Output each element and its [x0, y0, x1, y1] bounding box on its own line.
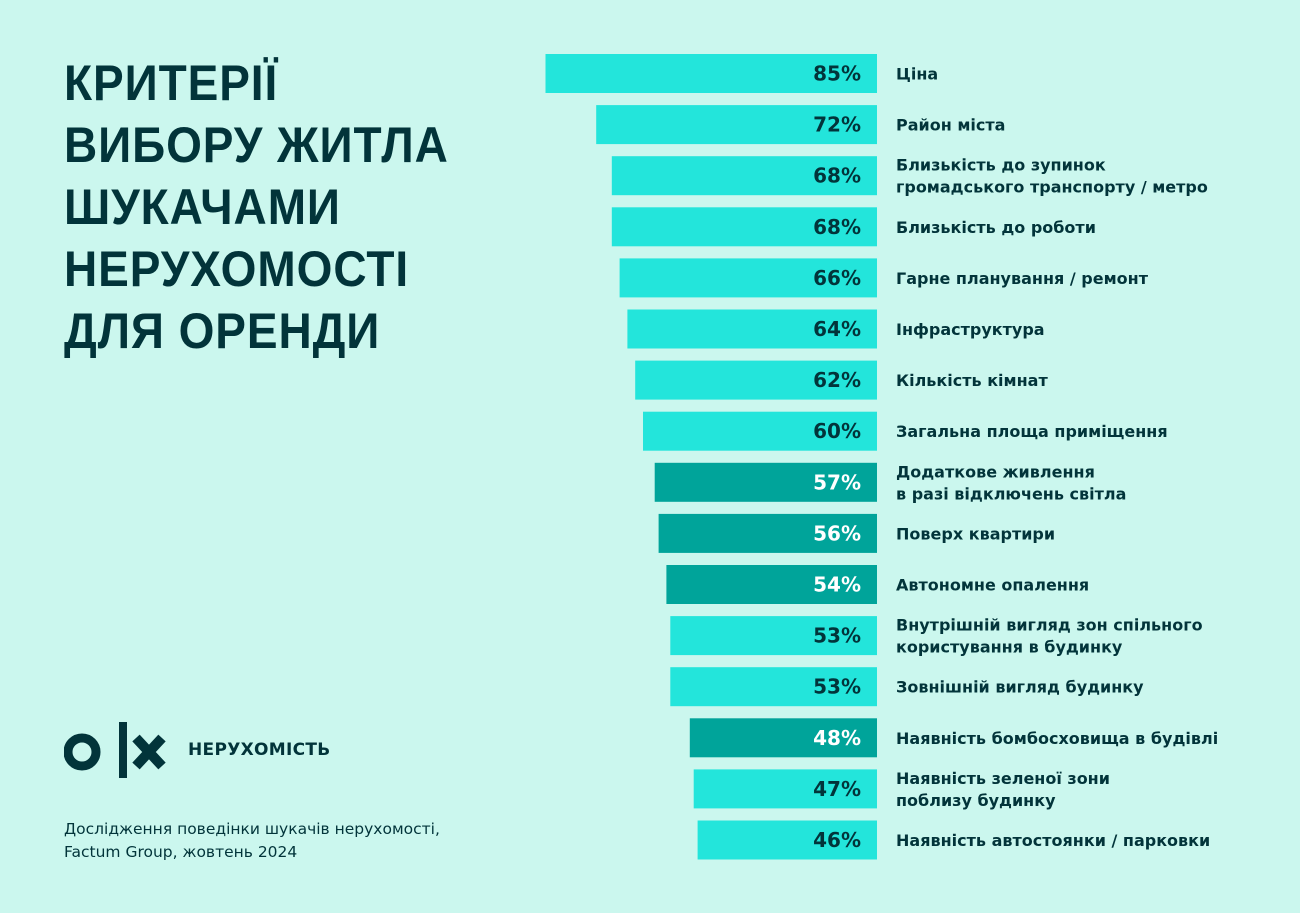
title-line: ВИБОРУ ЖИТЛА [64, 117, 449, 173]
data-label: 64% [813, 317, 861, 341]
bar [619, 258, 877, 298]
title-line: КРИТЕРІЇ [64, 55, 279, 111]
bar [689, 718, 877, 758]
data-label: 68% [813, 164, 861, 188]
category-label: Додаткове живлення [896, 462, 1095, 481]
data-label: 68% [813, 215, 861, 239]
bar [697, 820, 877, 860]
bar [666, 565, 877, 604]
data-label: 62% [813, 368, 861, 392]
category-label: громадського транспорту / метро [896, 178, 1208, 197]
data-label: 85% [813, 62, 861, 86]
category-label: Поверх квартири [896, 524, 1055, 543]
title-line: ДЛЯ ОРЕНДИ [64, 303, 381, 359]
bar [658, 513, 877, 553]
olx-logo: НЕРУХОМІСТЬ [64, 720, 331, 780]
data-label: 46% [813, 828, 861, 852]
category-label: Загальна площа приміщення [896, 422, 1168, 441]
data-label: 56% [813, 521, 861, 545]
bar [627, 309, 877, 349]
title-line: НЕРУХОМОСТІ [64, 241, 410, 297]
category-label: Кількість кімнат [896, 371, 1048, 390]
data-label: 47% [813, 777, 861, 801]
data-label: 48% [813, 726, 861, 750]
category-label: в разі відключень світла [896, 484, 1126, 503]
category-label: Зовнішній вигляд будинку [896, 678, 1144, 697]
bar [693, 769, 877, 809]
category-label: Внутрішній вигляд зон спільного [896, 616, 1203, 635]
bar [643, 411, 877, 451]
data-label: 66% [813, 266, 861, 290]
bar [611, 207, 877, 247]
data-label: 57% [813, 470, 861, 494]
bar [596, 105, 877, 145]
category-label: поблизу будинку [896, 791, 1056, 810]
page-title: КРИТЕРІЇ ВИБОРУ ЖИТЛА ШУКАЧАМИ НЕРУХОМОС… [64, 52, 449, 362]
category-label: Наявність автостоянки / парковки [896, 831, 1210, 850]
source-line: Дослідження поведінки шукачів нерухомост… [64, 820, 440, 838]
category-label: Ціна [896, 65, 938, 84]
olx-logo-icon [64, 722, 166, 778]
category-label: Близькість до зупинок [896, 156, 1106, 175]
data-label: 54% [813, 573, 861, 597]
bar [654, 462, 877, 502]
category-label: Наявність бомбосховища в будівлі [896, 729, 1218, 748]
source-line: Factum Group, жовтень 2024 [64, 843, 298, 861]
bar [635, 360, 877, 400]
data-label: 53% [813, 675, 861, 699]
brand-label: НЕРУХОМІСТЬ [188, 740, 331, 760]
source-note: Дослідження поведінки шукачів нерухомост… [64, 818, 440, 864]
category-label: Наявність зеленої зони [896, 769, 1110, 788]
title-line: ШУКАЧАМИ [64, 179, 341, 235]
bar [611, 156, 877, 196]
data-label: 53% [813, 624, 861, 648]
category-label: Автономне опалення [896, 576, 1089, 595]
data-label: 72% [813, 113, 861, 137]
category-label: користування в будинку [896, 638, 1123, 657]
category-label: Район міста [896, 116, 1005, 135]
bar [545, 54, 877, 93]
category-label: Гарне планування / ремонт [896, 269, 1149, 288]
category-label: Інфраструктура [896, 320, 1045, 339]
bar [670, 667, 877, 707]
category-label: Близькість до роботи [896, 218, 1096, 237]
bar [670, 616, 877, 656]
data-label: 60% [813, 419, 861, 443]
